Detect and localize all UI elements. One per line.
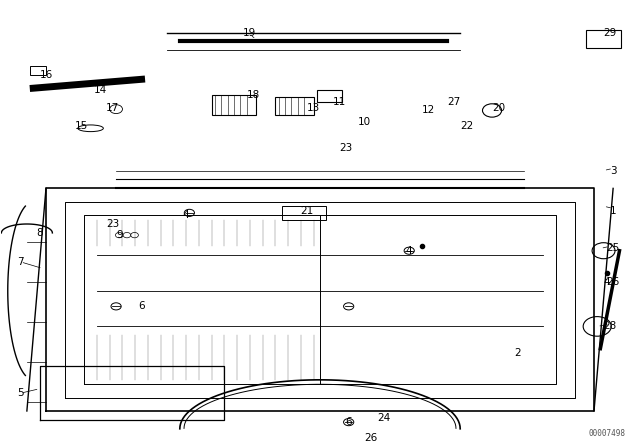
Text: 19: 19 [243, 28, 257, 38]
Circle shape [344, 418, 354, 426]
Circle shape [583, 317, 611, 336]
Circle shape [131, 233, 138, 238]
Circle shape [184, 209, 195, 216]
Bar [586, 30, 621, 48]
Circle shape [344, 303, 354, 310]
Circle shape [123, 233, 131, 238]
Text: 27: 27 [447, 97, 460, 107]
Circle shape [111, 303, 121, 310]
Text: 22: 22 [460, 121, 473, 131]
Text: 2: 2 [514, 348, 521, 358]
Text: 9: 9 [116, 230, 123, 240]
Bar [282, 206, 326, 220]
Text: 10: 10 [358, 116, 371, 127]
Bar [275, 97, 314, 115]
Circle shape [109, 105, 122, 114]
Text: 13: 13 [307, 103, 320, 113]
Circle shape [404, 247, 414, 254]
Text: 14: 14 [93, 86, 107, 95]
Text: 23: 23 [339, 143, 352, 153]
Text: 26: 26 [607, 277, 620, 287]
Text: 12: 12 [422, 105, 435, 116]
Text: 18: 18 [246, 90, 260, 100]
Text: 25: 25 [607, 243, 620, 254]
Text: 17: 17 [106, 103, 120, 113]
Bar [212, 95, 256, 115]
Text: 8: 8 [36, 228, 43, 238]
Text: 24: 24 [377, 413, 390, 422]
Ellipse shape [78, 125, 103, 132]
Text: 4: 4 [183, 210, 189, 220]
Text: 20: 20 [492, 103, 505, 113]
Text: 6: 6 [346, 417, 352, 427]
Text: 28: 28 [604, 321, 616, 332]
Bar [317, 90, 342, 102]
Text: 4: 4 [604, 277, 610, 287]
Text: 6: 6 [138, 302, 145, 311]
Text: 26: 26 [364, 433, 378, 443]
Text: 11: 11 [333, 97, 346, 107]
Text: 16: 16 [40, 70, 52, 80]
Text: 3: 3 [610, 166, 616, 176]
Circle shape [592, 243, 615, 259]
Text: 4: 4 [406, 246, 413, 256]
Text: 23: 23 [106, 219, 120, 229]
Text: 21: 21 [301, 206, 314, 215]
Text: 7: 7 [17, 257, 24, 267]
Text: 5: 5 [17, 388, 24, 398]
Circle shape [115, 233, 123, 238]
Text: 00007498: 00007498 [589, 429, 626, 438]
Circle shape [483, 104, 502, 117]
Bar [30, 66, 46, 75]
Text: 1: 1 [610, 206, 616, 215]
Text: 29: 29 [604, 28, 616, 38]
Text: 15: 15 [74, 121, 88, 131]
